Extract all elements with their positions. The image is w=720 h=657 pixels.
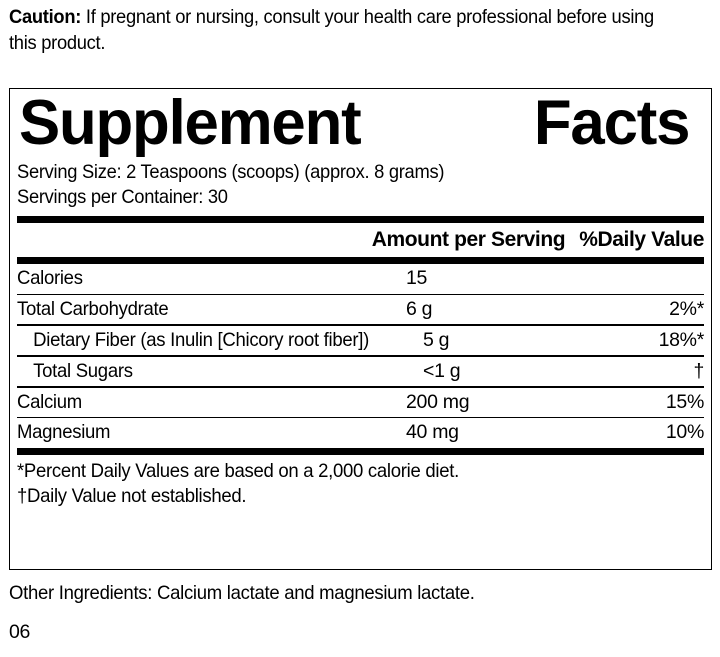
rule-above-footnotes (17, 447, 704, 455)
nutrient-name: Dietary Fiber (as Inulin [Chicory root f… (33, 328, 370, 351)
table-row: Total Carbohydrate 6 g 2%* (17, 295, 704, 325)
table-row: Total Sugars <1 g † (17, 357, 704, 387)
nutrient-daily-value: † (693, 359, 704, 382)
caution-text: If pregnant or nursing, consult your hea… (9, 6, 654, 54)
column-header-daily-value: %Daily Value (579, 228, 704, 251)
footnote-percent-daily-value: *Percent Daily Values are based on a 2,0… (17, 459, 459, 482)
nutrient-amount: 6 g (406, 297, 433, 320)
other-ingredients: Other Ingredients: Calcium lactate and m… (9, 582, 475, 604)
table-row: Dietary Fiber (as Inulin [Chicory root f… (17, 326, 704, 356)
caution-statement: Caution: If pregnant or nursing, consult… (9, 4, 667, 56)
table-column-headers: Amount per Serving %Daily Value (17, 223, 705, 257)
table-row: Calories 15 (17, 264, 704, 294)
nutrient-daily-value: 10% (665, 421, 704, 444)
nutrient-name: Calcium (17, 390, 82, 413)
nutrient-amount: 40 mg (406, 421, 459, 444)
table-row: Magnesium 40 mg 10% (17, 418, 704, 448)
supplement-facts-panel: Supplement Facts Serving Size: 2 Teaspoo… (9, 88, 712, 570)
panel-title-word-facts: Facts (533, 88, 691, 158)
nutrient-daily-value: 15% (665, 390, 704, 413)
rule-above-header (17, 216, 704, 223)
nutrient-name: Calories (17, 267, 83, 289)
table-row: Calcium 200 mg 15% (17, 388, 704, 418)
panel-title-word-supplement: Supplement (18, 88, 362, 158)
nutrient-daily-value: 2%* (669, 297, 704, 320)
nutrient-name: Total Sugars (33, 359, 133, 382)
row-divider (17, 355, 704, 357)
panel-title: Supplement Facts (17, 89, 690, 156)
nutrient-amount: 200 mg (406, 390, 470, 413)
nutrient-amount: 15 (406, 267, 428, 289)
nutrient-name: Magnesium (17, 421, 111, 444)
row-divider (17, 293, 704, 295)
footnote-daily-value-not-established: †Daily Value not established. (17, 484, 247, 507)
servings-per-container: Servings per Container: 30 (17, 185, 228, 208)
revision-code: 06 (9, 621, 31, 643)
nutrient-amount: 5 g (423, 328, 450, 351)
nutrient-amount: <1 g (423, 359, 461, 382)
column-header-amount-per-serving: Amount per Serving (371, 228, 566, 251)
row-divider (17, 417, 704, 419)
serving-size: Serving Size: 2 Teaspoons (scoops) (appr… (17, 161, 445, 183)
caution-label: Caution: (9, 6, 82, 28)
serving-info: Serving Size: 2 Teaspoons (scoops) (appr… (17, 156, 663, 209)
row-divider (17, 386, 704, 388)
nutrient-daily-value: 18%* (658, 328, 705, 351)
footnotes: *Percent Daily Values are based on a 2,0… (17, 455, 670, 509)
rule-below-header (17, 257, 704, 264)
row-divider (17, 324, 704, 326)
nutrient-name: Total Carbohydrate (17, 297, 169, 320)
